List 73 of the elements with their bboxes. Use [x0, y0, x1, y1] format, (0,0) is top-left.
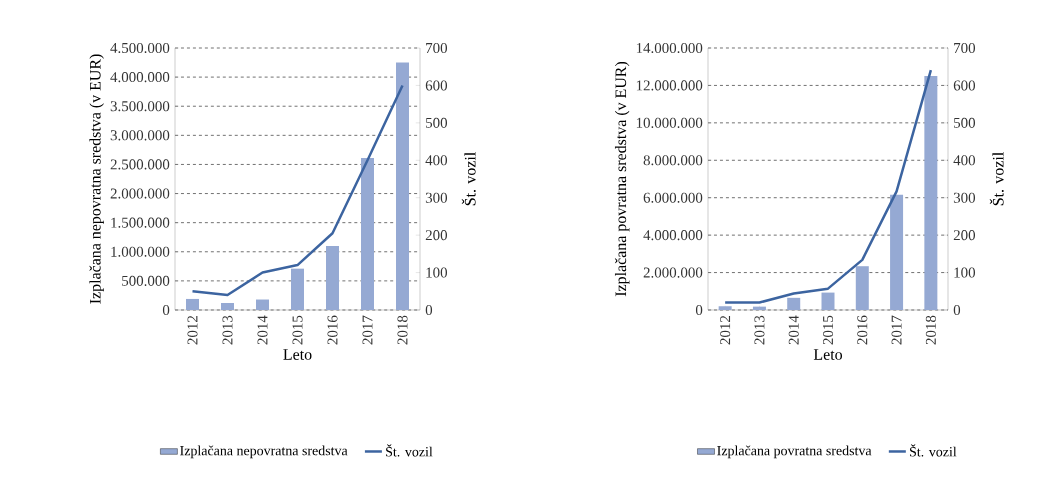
- bar: [291, 268, 304, 310]
- y-axis-title: Izplačana povratna sredstva (v EUR): [614, 61, 630, 297]
- x-tick-label: 2016: [857, 315, 868, 345]
- bar: [718, 306, 732, 310]
- y-tick-label: 4.000.000: [643, 230, 703, 241]
- y2-tick-label: 100: [954, 267, 976, 278]
- y-tick-label: 1.000.000: [111, 246, 170, 257]
- bar: [821, 292, 835, 310]
- y2-axis-title: Št. vozil: [989, 152, 1004, 206]
- y-tick-label: 14.000.000: [636, 42, 703, 54]
- bar: [186, 298, 199, 310]
- bar: [256, 299, 269, 310]
- x-tick-label: 2012: [187, 316, 198, 345]
- y-tick-label: 500.000: [122, 275, 170, 286]
- bar: [361, 158, 374, 310]
- x-tick-label: 2012: [720, 316, 731, 345]
- y-tick-label: 0: [695, 304, 703, 316]
- y2-tick-label: 0: [953, 304, 961, 316]
- bar: [221, 303, 234, 310]
- legend-label: Izplačana povratna sredstva: [717, 445, 872, 459]
- y-tick-label: 3.500.000: [110, 101, 170, 112]
- y-tick-label: 2.000.000: [110, 188, 170, 199]
- x-tick-label: 2018: [925, 315, 936, 345]
- y2-tick-label: 700: [954, 42, 976, 54]
- x-tick-label: 2017: [891, 315, 902, 345]
- y2-tick-label: 400: [953, 155, 976, 166]
- y-tick-label: 12.000.000: [636, 80, 703, 91]
- legend-label: Št. vozil: [386, 444, 433, 457]
- y-tick-label: 2.000.000: [643, 267, 703, 278]
- bar: [855, 266, 869, 310]
- y-axis-title: Izplačana nepovratna sredstva (v EUR): [89, 54, 104, 304]
- y2-tick-label: 200: [425, 230, 448, 241]
- y-tick-label: 6.000.000: [643, 192, 703, 203]
- bar: [396, 62, 409, 310]
- x-tick-label: 2015: [292, 315, 303, 345]
- x-tick-label: 2016: [327, 315, 338, 345]
- y2-tick-label: 200: [953, 230, 976, 241]
- y-tick-label: 1.500.000: [111, 217, 170, 228]
- y-tick-label: 4.000.000: [110, 72, 170, 83]
- x-tick-label: 2014: [788, 315, 799, 345]
- y2-tick-label: 600: [953, 80, 976, 91]
- y-tick-label: 3.000.000: [110, 130, 170, 141]
- x-tick-label: 2018: [397, 315, 408, 345]
- y2-tick-label: 400: [425, 155, 448, 166]
- y2-tick-label: 0: [425, 304, 433, 316]
- x-axis-title: Leto: [283, 349, 312, 360]
- y2-tick-label: 300: [425, 192, 448, 203]
- x-tick-label: 2013: [222, 315, 233, 345]
- x-tick-label: 2013: [754, 315, 765, 345]
- y2-tick-label: 500: [426, 117, 448, 128]
- y2-tick-label: 300: [953, 192, 976, 203]
- x-tick-label: 2014: [257, 315, 268, 345]
- y2-tick-label: 500: [954, 117, 976, 128]
- x-axis-title: Leto: [813, 349, 843, 360]
- line-series: [723, 68, 933, 304]
- bar: [924, 76, 938, 310]
- y-tick-label: 2.500.000: [110, 159, 170, 170]
- y-tick-label: 8.000.000: [643, 155, 703, 166]
- legend-label: Št. vozil: [910, 444, 957, 457]
- y-tick-label: 10.000.000: [636, 117, 703, 128]
- bar: [787, 297, 801, 310]
- bar: [890, 194, 904, 310]
- y-tick-label: 0: [162, 304, 170, 316]
- y2-tick-label: 700: [426, 42, 448, 54]
- y2-tick-label: 100: [426, 267, 448, 278]
- x-tick-label: 2015: [822, 315, 834, 345]
- y2-axis-title: Št. vozil: [461, 152, 476, 206]
- x-tick-label: 2017: [362, 315, 373, 345]
- y2-tick-label: 600: [425, 80, 448, 91]
- bar: [326, 245, 339, 310]
- y-tick-label: 4.500.000: [110, 42, 170, 54]
- line-series: [191, 84, 404, 297]
- legend-label: Izplačana nepovratna sredstva: [180, 445, 348, 459]
